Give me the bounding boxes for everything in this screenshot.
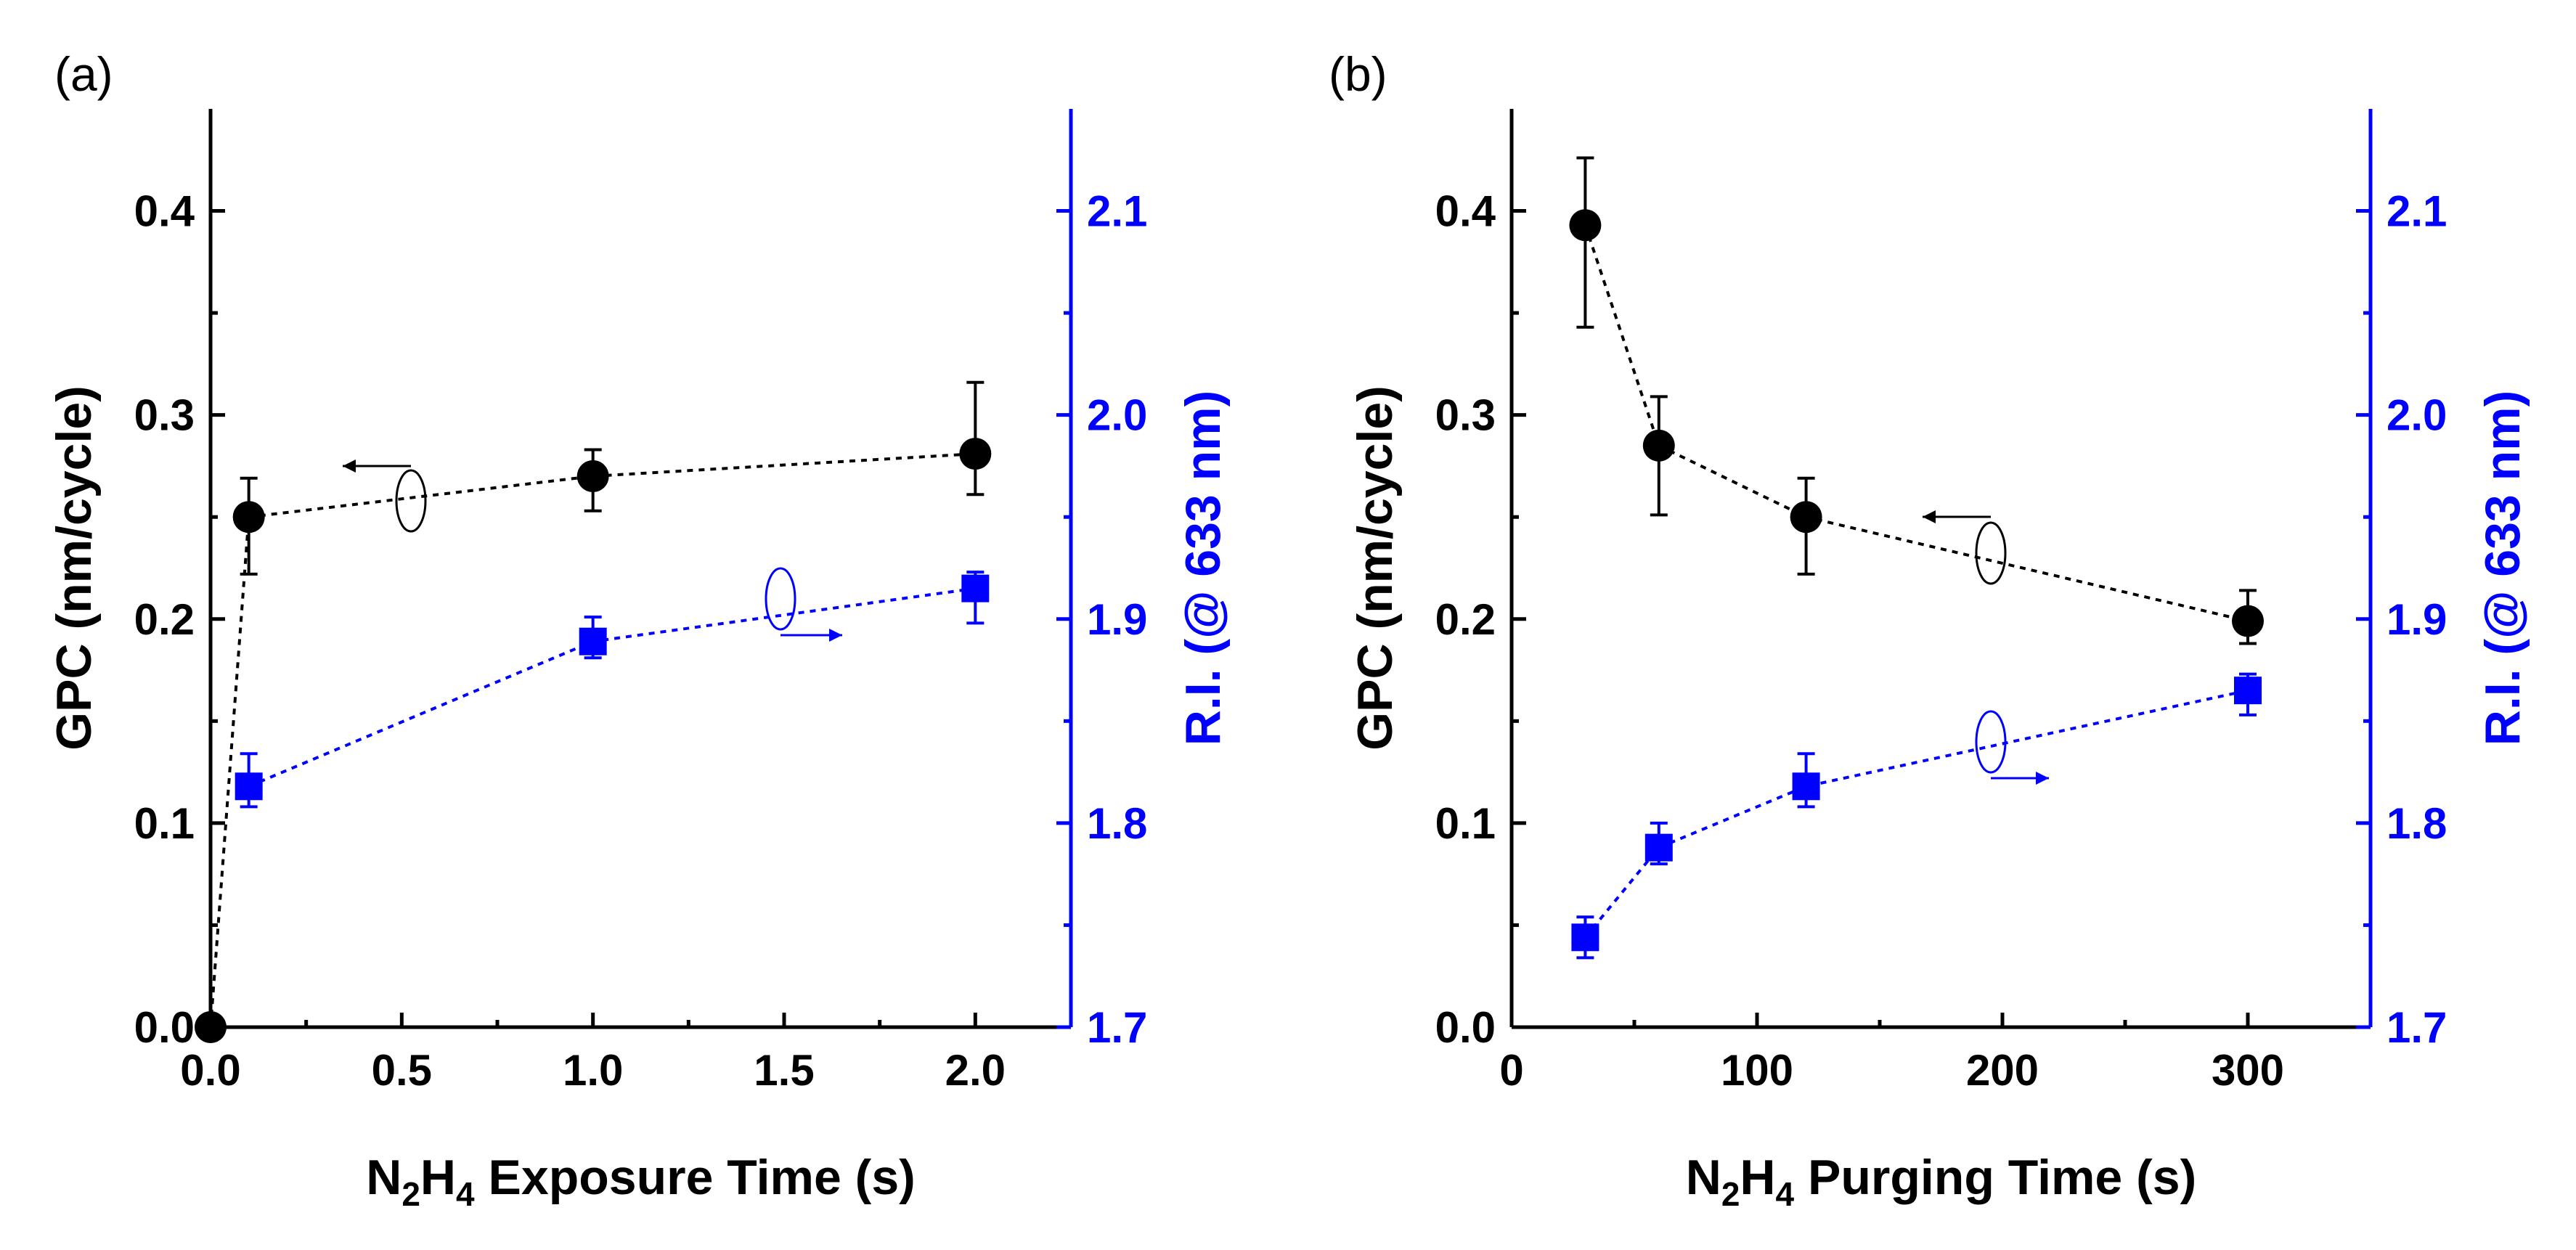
x-tick-label: 2.0: [945, 1046, 1006, 1095]
gpc-data-point: [1569, 209, 1602, 242]
gpc-series-line: [1583, 224, 2249, 623]
gpc-axis-indicator-arrow-head: [343, 459, 356, 473]
ri-data-point: [579, 627, 607, 655]
right-y-tick-label: 2.1: [2387, 187, 2447, 236]
left-y-tick-label: 0.2: [134, 595, 195, 644]
x-axis-label-part: Exposure Time (s): [475, 1150, 916, 1205]
right-y-axis-label: R.I. (@ 633 nm): [1175, 391, 1231, 746]
ri-data-point: [1571, 923, 1599, 952]
x-axis-label-part: H: [1740, 1150, 1775, 1205]
chart-panel-b: (b) 0 100 200 300 0.0 0.1 0.2 0.3 0.4 1.7 1.8 1.9 2.0…: [1329, 47, 2530, 1213]
right-y-tick-label: 2.1: [1087, 187, 1147, 236]
ri-series-line: [248, 587, 976, 788]
gpc-data-point: [2232, 605, 2264, 637]
x-tick-label: 300: [2212, 1046, 2284, 1095]
ri-data-point: [961, 574, 990, 602]
left-y-axis-label: GPC (nm/cycle): [46, 385, 102, 751]
left-y-tick-label: 0.3: [134, 391, 195, 440]
gpc-data-point: [576, 460, 609, 492]
left-y-tick-label: 0.1: [134, 799, 195, 848]
x-axis-label-part: 4: [1776, 1175, 1795, 1213]
right-y-tick-label: 1.8: [1087, 799, 1147, 848]
x-tick-label: 0: [1499, 1046, 1523, 1095]
x-axis-label-part: 4: [456, 1175, 475, 1213]
ri-data-point: [1792, 772, 1820, 801]
x-tick-label: 0.0: [180, 1046, 240, 1095]
left-y-tick-label: 0.1: [1435, 799, 1496, 848]
right-y-tick-label: 1.8: [2387, 799, 2447, 848]
left-y-tick-label: 0.3: [1435, 391, 1496, 440]
gpc-data-point: [1642, 429, 1675, 462]
gpc-axis-indicator-ellipse: [1975, 521, 2007, 585]
ri-data-point: [1644, 833, 1673, 862]
x-axis-label-part: Purging Time (s): [1794, 1150, 2196, 1205]
left-y-tick-label: 0.2: [1435, 595, 1496, 644]
gpc-data-point: [959, 438, 992, 470]
left-y-tick-label: 0.0: [1435, 1003, 1496, 1052]
x-axis-label-part: 2: [1721, 1175, 1740, 1213]
ri-data-point: [2234, 677, 2262, 705]
chart-panel-a: (a) 0.0 0.5 1.0 1.5 2.0 0.0 0.1 0.2 0.3 0.4 1.7 1.8 1…: [46, 47, 1231, 1213]
right-y-tick-label: 1.7: [1087, 1003, 1147, 1052]
x-tick-label: 200: [1966, 1046, 2039, 1095]
left-y-tick-label: 0.0: [134, 1003, 195, 1052]
ri-axis-indicator-arrow-head: [2036, 772, 2049, 785]
x-axis-label: N2H4 Purging Time (s): [1686, 1150, 2197, 1213]
ri-axis-indicator-arrow-head: [829, 629, 842, 642]
panel-label: (a): [54, 47, 113, 101]
right-y-tick-label: 2.0: [2387, 391, 2447, 440]
x-tick-label: 0.5: [372, 1046, 432, 1095]
gpc-axis-indicator-ellipse: [395, 469, 427, 533]
right-y-tick-label: 1.7: [2387, 1003, 2447, 1052]
gpc-data-point: [1790, 501, 1822, 534]
x-tick-label: 1.0: [563, 1046, 623, 1095]
left-y-axis-label: GPC (nm/cycle): [1348, 385, 1403, 751]
gpc-axis-indicator-arrow-head: [1923, 510, 1936, 523]
gpc-data-point: [232, 501, 265, 534]
gpc-data-point: [195, 1011, 227, 1043]
gpc-series-line: [209, 452, 976, 1028]
ri-series-line: [1583, 689, 2249, 939]
right-y-axis-label: R.I. (@ 633 nm): [2475, 391, 2530, 746]
right-y-tick-label: 1.9: [2387, 595, 2447, 644]
left-y-tick-label: 0.4: [134, 187, 195, 236]
x-tick-label: 1.5: [754, 1046, 814, 1095]
panel-label: (b): [1329, 47, 1387, 101]
x-axis-label-part: N: [1686, 1150, 1721, 1205]
right-y-tick-label: 1.9: [1087, 595, 1147, 644]
x-axis-label-part: H: [420, 1150, 456, 1205]
ri-data-point: [235, 772, 263, 801]
x-axis-label-part: 2: [402, 1175, 420, 1213]
right-y-tick-label: 2.0: [1087, 391, 1147, 440]
ri-axis-indicator-ellipse: [1975, 710, 2007, 774]
x-axis-label: N2H4 Exposure Time (s): [366, 1150, 916, 1213]
ri-axis-indicator-ellipse: [765, 567, 796, 631]
left-y-tick-label: 0.4: [1435, 187, 1496, 236]
x-tick-label: 100: [1721, 1046, 1793, 1095]
x-axis-label-part: N: [366, 1150, 402, 1205]
